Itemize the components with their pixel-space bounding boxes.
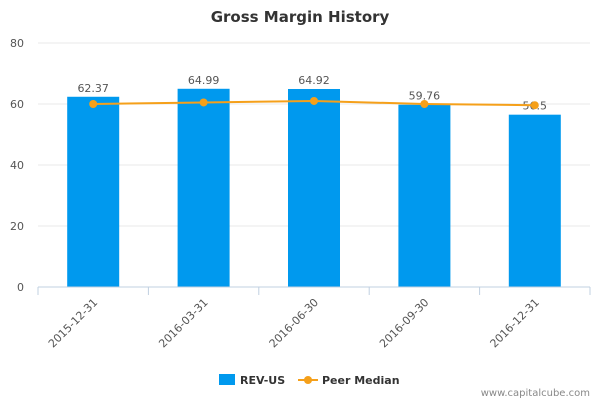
x-tick-label-2016-03-31: 2016-03-31 (156, 296, 210, 350)
legend: REV-US Peer Median (219, 374, 400, 387)
chart-title: Gross Margin History (211, 8, 390, 26)
peer-median-point-2015-12-31[interactable] (89, 100, 98, 108)
x-axis: 2015-12-31 2016-03-31 2016-06-30 2016-09-30… (37, 286, 591, 350)
y-tick-40: 40 (10, 159, 24, 172)
x-tick-label-2015-12-31: 2015-12-31 (46, 296, 100, 350)
bar-label-2016-09-30: 59.76 (409, 90, 441, 103)
legend-label-peer-median[interactable]: Peer Median (322, 374, 400, 387)
bar-label-2015-12-31: 62.37 (77, 82, 109, 95)
peer-median-point-2016-03-31[interactable] (199, 98, 208, 107)
x-tick-label-2016-12-31: 2016-12-31 (488, 296, 542, 350)
peer-median-point-2016-06-30[interactable] (310, 96, 318, 105)
bar-label-2016-03-31: 64.99 (188, 74, 220, 87)
bar-series (67, 88, 561, 288)
bar-2016-12-31[interactable] (508, 114, 561, 287)
y-tick-0: 0 (17, 281, 24, 294)
bar-2016-09-30[interactable] (398, 104, 451, 288)
watermark: www.capitalcube.com (481, 388, 590, 399)
y-tick-60: 60 (10, 98, 24, 111)
y-axis-ticks: 0 20 40 60 80 (10, 37, 24, 294)
legend-marker-peer-median (304, 376, 312, 384)
y-tick-20: 20 (10, 220, 24, 233)
bar-label-2016-06-30: 64.92 (298, 74, 330, 87)
legend-swatch-rev-us (219, 374, 235, 385)
bar-2016-03-31[interactable] (177, 88, 230, 287)
peer-median-point-2016-12-31[interactable] (530, 101, 539, 110)
bar-2015-12-31[interactable] (67, 96, 120, 287)
x-tick-label-2016-06-30: 2016-06-30 (267, 296, 321, 350)
x-tick-label-2016-09-30: 2016-09-30 (377, 296, 431, 350)
bar-2016-06-30[interactable] (288, 88, 340, 287)
legend-label-rev-us[interactable]: REV-US (240, 374, 285, 387)
y-tick-80: 80 (10, 37, 24, 50)
peer-median-series (89, 96, 539, 110)
peer-median-point-2016-09-30[interactable] (420, 100, 429, 108)
